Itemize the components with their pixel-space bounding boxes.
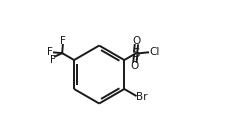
Text: O: O <box>132 36 140 46</box>
Text: F: F <box>50 55 56 65</box>
Text: O: O <box>130 61 138 71</box>
Text: Cl: Cl <box>148 47 159 57</box>
Text: F: F <box>60 36 65 46</box>
Text: Br: Br <box>136 92 147 102</box>
Text: F: F <box>47 47 53 57</box>
Text: S: S <box>131 47 139 60</box>
